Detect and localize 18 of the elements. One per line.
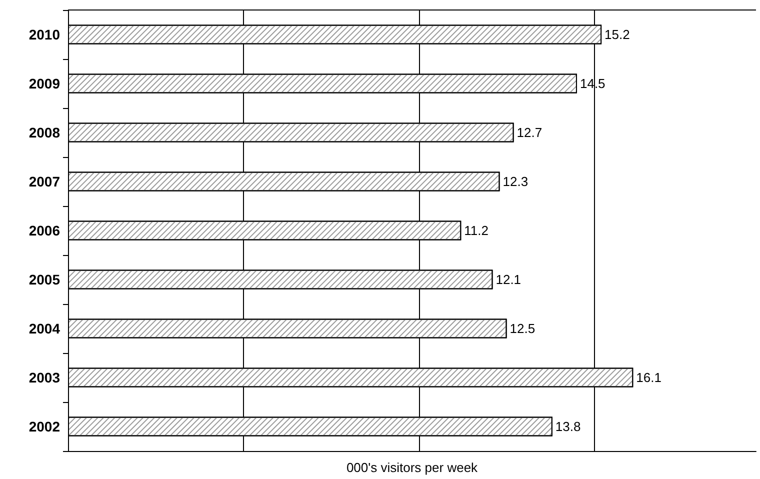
y-tick-label: 2005 <box>28 272 60 288</box>
y-tick-label: 2006 <box>28 222 60 238</box>
x-axis-title: 000's visitors per week <box>346 460 478 475</box>
y-tick-label: 2004 <box>28 320 60 336</box>
y-tick-label: 2003 <box>28 370 60 386</box>
data-label: 11.2 <box>464 223 488 238</box>
data-label: 13.8 <box>555 419 581 434</box>
data-label: 12.5 <box>510 321 536 336</box>
y-tick-label: 2008 <box>28 124 60 140</box>
y-tick-label: 2010 <box>28 26 60 42</box>
y-tick-label: 2009 <box>28 76 60 92</box>
data-label: 12.1 <box>496 272 522 287</box>
data-label: 16.1 <box>636 370 662 385</box>
y-tick-label: 2007 <box>28 174 60 190</box>
data-label: 12.3 <box>502 174 528 189</box>
y-tick-label: 2002 <box>28 418 60 434</box>
data-label: 15.2 <box>604 27 630 42</box>
data-label: 12.7 <box>516 125 542 140</box>
